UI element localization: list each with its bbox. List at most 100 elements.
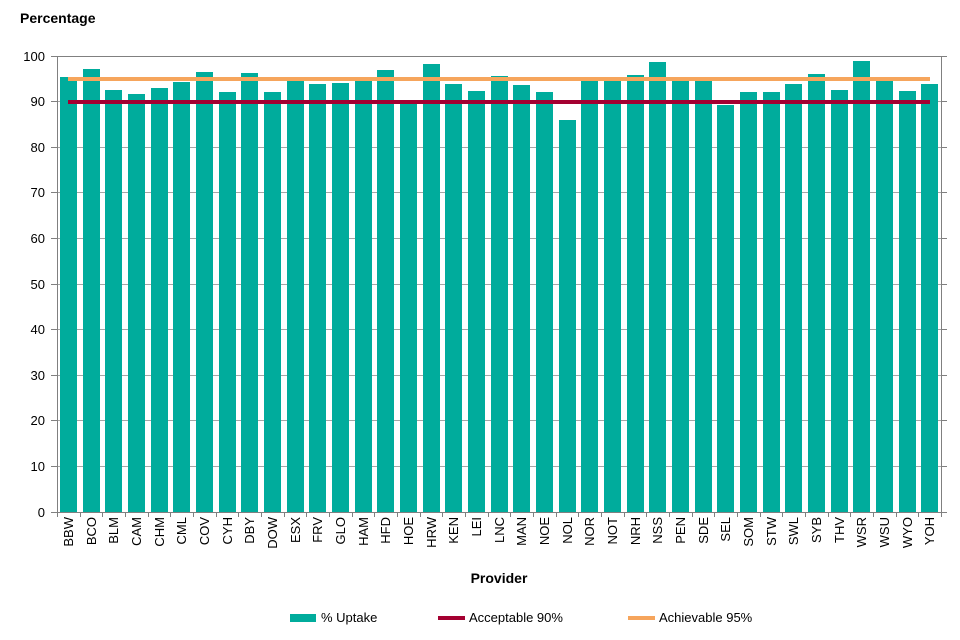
x-tick-label-CYH: CYH (219, 517, 235, 545)
y-axis-line-right (941, 56, 942, 512)
x-tick-label-SWL: SWL (786, 517, 802, 546)
x-tick-5 (170, 512, 172, 517)
y-tick-right-70 (941, 192, 947, 194)
legend-label: Acceptable 90% (469, 610, 563, 625)
y-tick-left-10 (51, 465, 57, 467)
bar-GLO (331, 82, 349, 512)
y-tick-right-60 (941, 237, 947, 239)
x-tick-11 (306, 512, 308, 517)
bar-NRH (626, 74, 644, 512)
y-tick-left-80 (51, 146, 57, 148)
y-tick-right-30 (941, 374, 947, 376)
x-tick-14 (374, 512, 376, 517)
x-tick-label-PEN: PEN (672, 517, 688, 544)
x-tick-33 (805, 512, 806, 517)
x-tick-37 (895, 512, 897, 517)
x-tick-2 (102, 512, 104, 517)
x-tick-38 (918, 512, 920, 517)
x-tick-label-SOM: SOM (740, 517, 756, 547)
y-tick-right-20 (941, 420, 947, 422)
chart-legend: % Uptake Acceptable 90% Achievable 95% (0, 608, 960, 632)
y-tick-label-70: 70 (30, 185, 45, 201)
x-tick-label-SYB: SYB (808, 517, 824, 544)
bar-STW (762, 91, 780, 512)
bar-NSS (649, 61, 667, 512)
x-tick-label-HAM: HAM (355, 517, 371, 546)
bar-HAM (354, 81, 372, 512)
bar-SEL (717, 104, 735, 512)
x-tick-label-MAN: MAN (514, 517, 530, 546)
x-tick-0 (57, 512, 58, 517)
y-tick-label-40: 40 (30, 322, 45, 338)
bar-SWL (785, 83, 803, 512)
bar-HFD (377, 69, 395, 512)
x-tick-label-BBW: BBW (60, 517, 76, 547)
y-tick-label-30: 30 (30, 367, 45, 383)
bar-COV (195, 71, 213, 512)
x-tick-label-DBY: DBY (242, 517, 258, 544)
bar-THV (830, 89, 848, 512)
x-tick-label-LNC: LNC (491, 517, 507, 544)
bar-CHM (150, 87, 168, 512)
bar-DOW (263, 92, 281, 512)
ref-line-95 (68, 76, 930, 81)
y-tick-left-40 (51, 329, 57, 331)
x-tick-32 (782, 512, 784, 517)
x-tick-29 (714, 512, 716, 517)
bar-WSR (853, 61, 871, 512)
x-tick-label-BCO: BCO (83, 517, 99, 546)
bar-KEN (445, 83, 463, 512)
x-tick-7 (215, 512, 217, 517)
bar-FRV (309, 84, 327, 512)
x-tick-label-HFD: HFD (378, 517, 394, 544)
x-tick-label-COV: COV (196, 517, 212, 546)
x-tick-label-KEN: KEN (446, 517, 462, 544)
legend-label: Achievable 95% (659, 610, 753, 625)
y-tick-left-0 (51, 511, 57, 513)
y-tick-label-0: 0 (37, 504, 45, 520)
y-tick-label-90: 90 (30, 94, 45, 110)
x-tick-36 (873, 512, 874, 517)
bar-BCO (82, 68, 100, 512)
bar-NOT (603, 80, 621, 512)
y-tick-left-100 (51, 55, 57, 57)
x-tick-label-CAM: CAM (128, 517, 144, 546)
bar-CYH (218, 91, 236, 512)
x-tick-label-YOH: YOH (922, 517, 938, 546)
bar-SYB (807, 74, 825, 512)
x-tick-4 (147, 512, 149, 517)
bar-WSU (875, 81, 893, 512)
x-tick-label-WSU: WSU (876, 517, 892, 548)
x-tick-label-NOL: NOL (559, 517, 575, 544)
x-tick-31 (759, 512, 761, 517)
x-tick-label-STW: STW (763, 517, 779, 546)
x-tick-label-SEL: SEL (718, 517, 734, 542)
bar-HRW (422, 64, 440, 512)
ref-line-90 (68, 99, 930, 104)
bar-SDE (694, 80, 712, 512)
y-tick-label-50: 50 (30, 276, 45, 292)
x-tick-6 (193, 512, 194, 517)
y-tick-left-30 (51, 374, 57, 376)
x-tick-label-BLM: BLM (106, 517, 122, 544)
y-tick-left-90 (51, 101, 57, 103)
x-tick-label-CML: CML (174, 517, 190, 545)
bar-MAN (513, 84, 531, 512)
legend-swatch-bar (290, 614, 316, 622)
x-tick-label-THV: THV (831, 517, 847, 543)
y-tick-right-50 (941, 283, 947, 285)
x-tick-18 (465, 512, 466, 517)
bar-HOE (399, 103, 417, 512)
x-tick-35 (850, 512, 852, 517)
legend-label: % Uptake (321, 610, 378, 625)
x-tick-label-NOR: NOR (582, 517, 598, 546)
x-tick-25 (623, 512, 625, 517)
x-tick-label-NOT: NOT (604, 517, 620, 545)
x-tick-label-WSR: WSR (854, 517, 870, 548)
bar-YOH (921, 84, 939, 512)
bar-BLM (105, 90, 123, 512)
y-tick-label-100: 100 (23, 48, 45, 64)
x-tick-20 (510, 512, 512, 517)
bar-CAM (127, 93, 145, 512)
x-tick-label-CHM: CHM (151, 517, 167, 547)
